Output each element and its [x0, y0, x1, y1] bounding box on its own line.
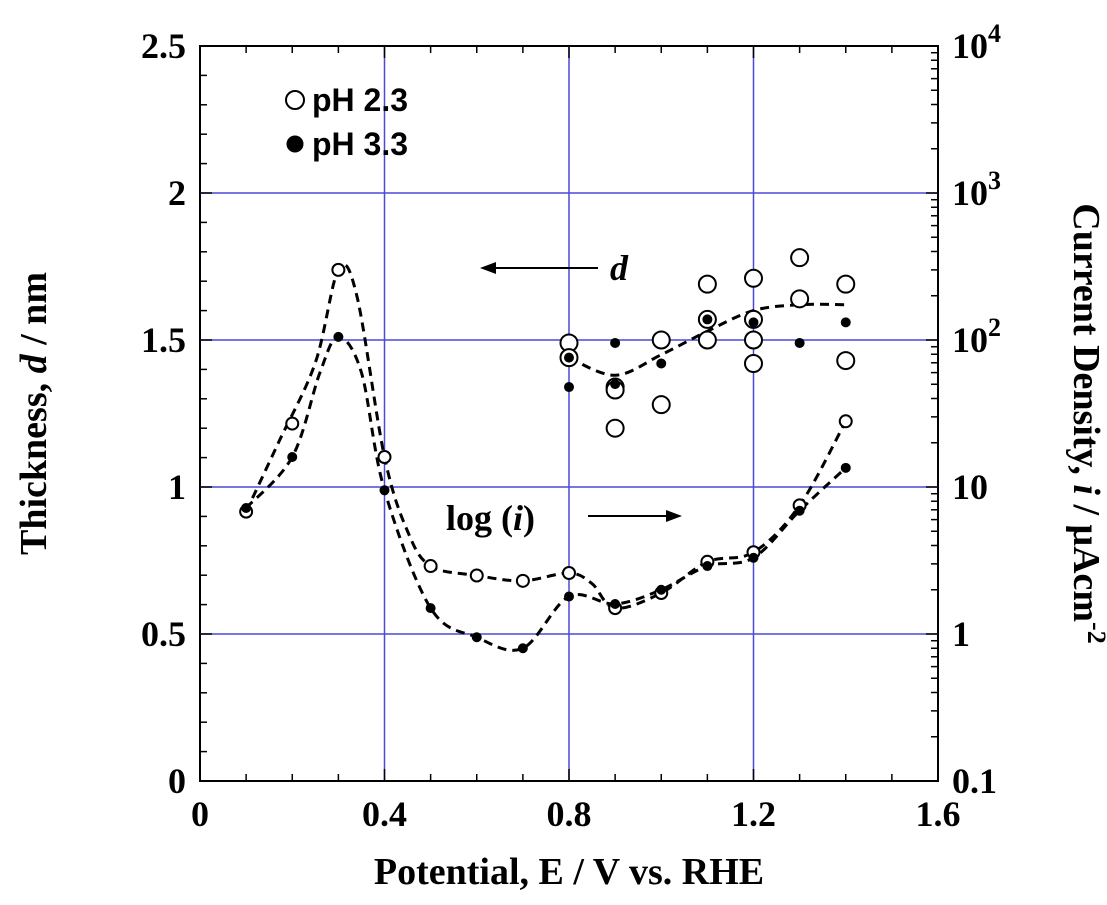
- filled-circle-point: [702, 314, 713, 325]
- open-circle-point: [331, 262, 346, 277]
- y-right-tick-label: 10: [952, 467, 988, 507]
- filled-circle-point: [610, 337, 621, 348]
- filled-circle-point: [748, 552, 759, 563]
- x-tick-label: 1.6: [916, 794, 961, 834]
- legend: pH 2.3 pH 3.3: [285, 82, 408, 162]
- filled-circle-point: [794, 505, 805, 516]
- filled-circle-point: [564, 382, 574, 393]
- y-left-tick-label: 0: [168, 761, 186, 801]
- y-right-axis-ticks: 0.1 1 10 102 103 104: [952, 19, 1001, 801]
- open-circle-point: [515, 573, 530, 588]
- open-circle-point: [790, 248, 810, 268]
- filled-circle-point: [425, 603, 436, 614]
- x-axis-ticks: 0 0.4 0.8 1.2 1.6: [191, 794, 961, 834]
- open-circle-point: [744, 268, 763, 288]
- y-right-title-exponent: -2: [1082, 622, 1107, 644]
- filled-circle-point: [748, 317, 759, 328]
- data-points: [239, 248, 856, 654]
- filled-circle-point: [702, 561, 713, 572]
- filled-circle-point: [333, 331, 344, 342]
- y-right-axis-title: Current Density, i / μAcm-2: [1065, 203, 1107, 643]
- filled-circle-point: [840, 317, 851, 328]
- y-left-tick-label: 1: [168, 467, 186, 507]
- filled-circle-point: [656, 358, 667, 369]
- legend-label: pH 3.3: [312, 126, 408, 162]
- filled-circle-point: [517, 643, 528, 654]
- y-left-tick-label: 2: [168, 173, 186, 213]
- annotation-current-label: log (i): [446, 498, 535, 538]
- open-circle-point: [790, 289, 810, 309]
- open-circle-point: [285, 416, 300, 431]
- y-right-tick-label: 1: [952, 614, 970, 654]
- legend-filled-circle-icon: [286, 135, 304, 153]
- y-left-axis-ticks: 0 0.5 1 1.5 2 2.5: [141, 26, 186, 801]
- open-circle-point: [469, 568, 484, 583]
- y-right-tick-label: 102: [952, 313, 1001, 360]
- filled-circle-point: [794, 337, 805, 348]
- legend-open-circle-icon: [285, 90, 305, 110]
- y-right-title-symbol: i: [1065, 484, 1107, 495]
- open-circle-point: [605, 418, 625, 438]
- y-right-title-unit: / μAcm: [1065, 495, 1107, 622]
- arrow-left-icon: [480, 262, 496, 274]
- y-right-tick-label: 103: [952, 166, 1001, 213]
- filled-circle-point: [656, 584, 667, 595]
- filled-circle-point: [287, 451, 298, 462]
- x-tick-label: 0.4: [362, 794, 407, 834]
- trend-line: [245, 335, 847, 652]
- filled-circle-point: [379, 485, 390, 496]
- y-left-title-unit: / nm: [13, 272, 55, 354]
- y-right-title-part: Current Density,: [1065, 203, 1107, 484]
- filled-circle-point: [241, 502, 252, 513]
- open-circle-point: [651, 395, 671, 415]
- x-tick-label: 0.8: [547, 794, 592, 834]
- grid: [200, 46, 938, 781]
- annotations: d log (i): [446, 248, 682, 538]
- filled-circle-point: [564, 591, 574, 602]
- open-circle-point: [836, 274, 856, 294]
- open-circle-point: [838, 414, 853, 429]
- y-right-tick-label: 104: [952, 19, 1001, 66]
- y-left-tick-label: 2.5: [141, 26, 186, 66]
- open-circle-point: [697, 274, 717, 294]
- y-left-title-part: Thickness,: [13, 373, 55, 555]
- open-circle-point: [836, 351, 856, 371]
- x-tick-label: 1.2: [731, 794, 776, 834]
- legend-label: pH 2.3: [312, 82, 408, 118]
- open-circle-point: [651, 330, 671, 350]
- open-circle-point: [423, 559, 438, 574]
- plot-frame: [199, 45, 939, 782]
- arrow-right-icon: [666, 510, 682, 522]
- filled-circle-point: [471, 632, 482, 643]
- y-left-title-symbol: d: [13, 353, 55, 373]
- y-left-tick-label: 0.5: [141, 614, 186, 654]
- filled-circle-point: [610, 379, 621, 390]
- open-circle-point: [377, 449, 392, 464]
- open-circle-point: [744, 330, 763, 350]
- filled-circle-point: [840, 462, 851, 473]
- filled-circle-point: [610, 598, 621, 609]
- y-right-tick-label: 0.1: [952, 761, 997, 801]
- y-left-tick-label: 1.5: [141, 320, 186, 360]
- x-axis-title: Potential, E / V vs. RHE: [374, 851, 764, 893]
- filled-circle-point: [564, 352, 574, 363]
- open-circle-point: [744, 354, 763, 374]
- x-tick-label: 0: [191, 794, 209, 834]
- y-left-axis-title: Thickness, d / nm: [13, 272, 55, 555]
- open-circle-point: [697, 330, 717, 350]
- annotation-thickness-label: d: [610, 248, 629, 288]
- open-circle-point: [562, 565, 576, 580]
